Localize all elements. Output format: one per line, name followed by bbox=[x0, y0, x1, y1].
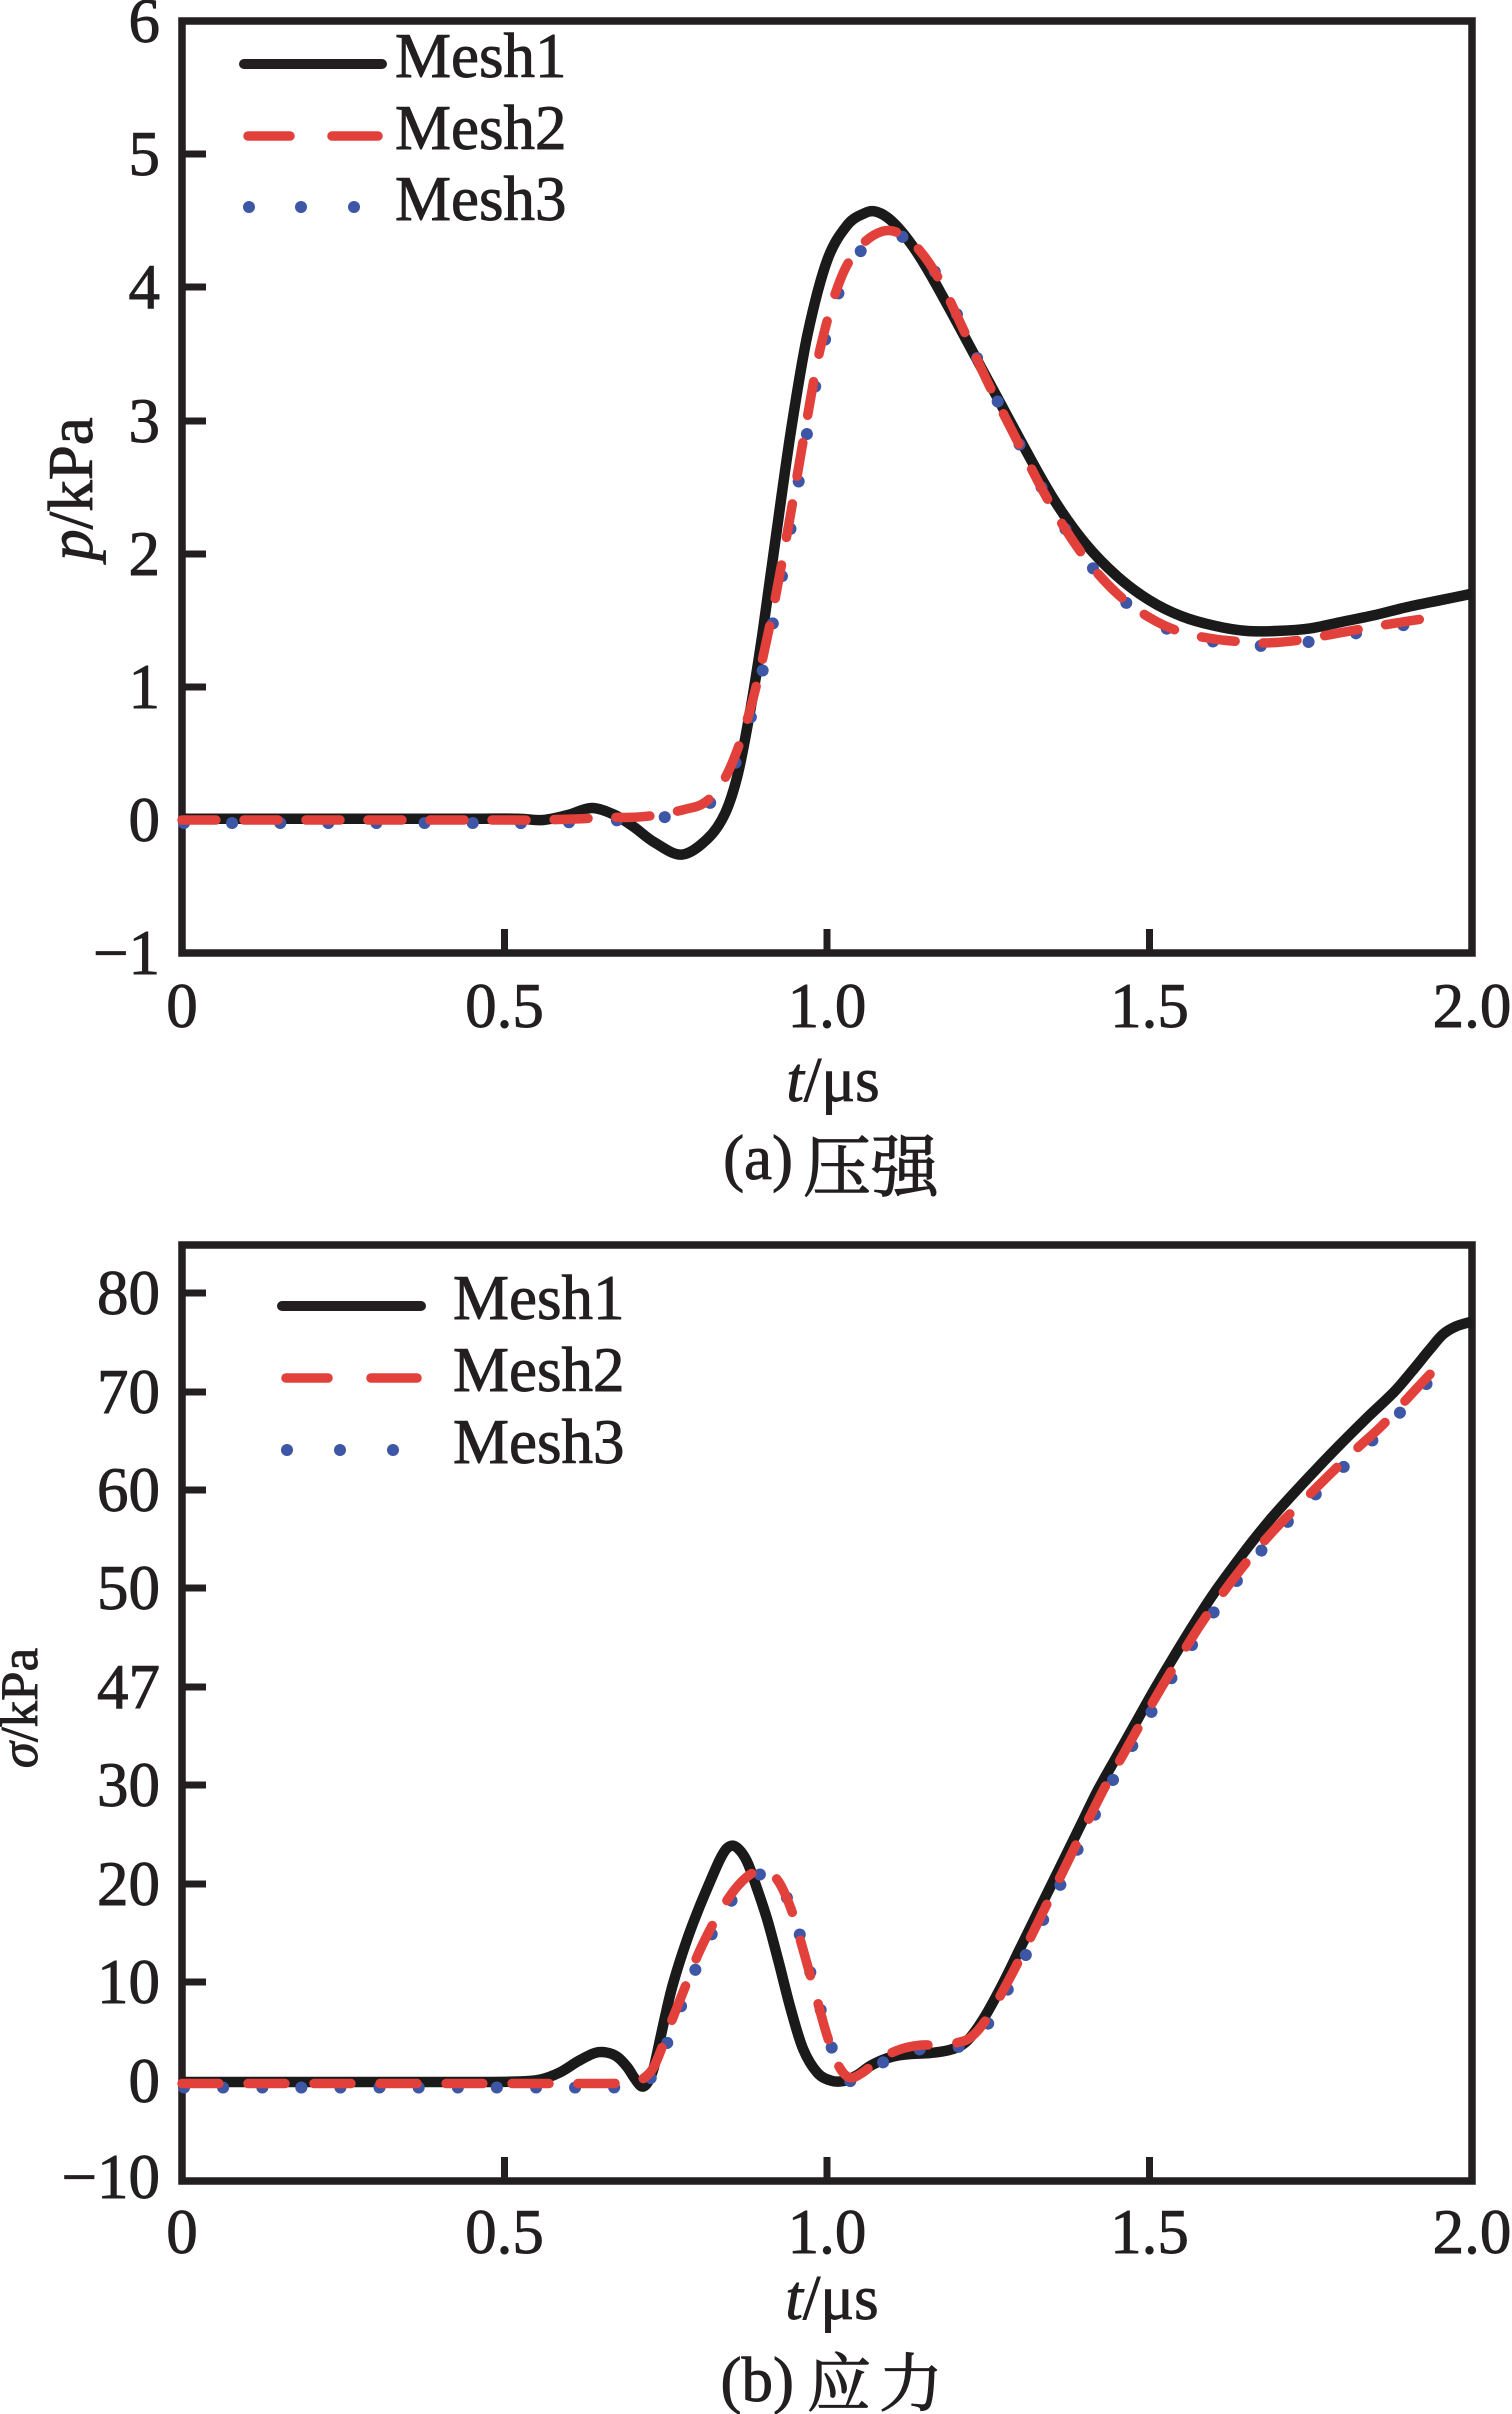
svg-text:σ/kPa: σ/kPa bbox=[0, 1648, 49, 1768]
svg-text:0.5: 0.5 bbox=[465, 971, 544, 1041]
svg-text:1.5: 1.5 bbox=[1110, 2197, 1189, 2267]
svg-text:2.0: 2.0 bbox=[1433, 2197, 1512, 2267]
svg-text:Mesh3: Mesh3 bbox=[395, 164, 567, 234]
svg-text:3: 3 bbox=[129, 386, 161, 456]
svg-text:Mesh2: Mesh2 bbox=[453, 1335, 625, 1405]
svg-text:4: 4 bbox=[129, 252, 161, 322]
svg-text:6: 6 bbox=[129, 0, 161, 56]
svg-text:2: 2 bbox=[129, 519, 161, 589]
svg-text:−1: −1 bbox=[93, 918, 160, 988]
svg-text:0: 0 bbox=[129, 785, 161, 855]
svg-text:p/kPa: p/kPa bbox=[36, 417, 106, 565]
svg-text:t/μs: t/μs bbox=[785, 2263, 878, 2333]
svg-text:10: 10 bbox=[97, 1947, 160, 2017]
svg-text:50: 50 bbox=[97, 1553, 160, 1623]
svg-text:0: 0 bbox=[129, 2046, 161, 2116]
svg-text:5: 5 bbox=[129, 119, 161, 189]
svg-text:(b): (b) bbox=[721, 2345, 794, 2414]
svg-text:80: 80 bbox=[97, 1258, 160, 1328]
svg-text:60: 60 bbox=[97, 1455, 160, 1525]
svg-text:Mesh3: Mesh3 bbox=[453, 1407, 625, 1477]
svg-text:20: 20 bbox=[97, 1849, 160, 1919]
svg-text:70: 70 bbox=[97, 1357, 160, 1427]
svg-text:1.0: 1.0 bbox=[788, 2197, 867, 2267]
svg-text:30: 30 bbox=[97, 1750, 160, 1820]
svg-text:Mesh2: Mesh2 bbox=[395, 93, 567, 163]
svg-text:1.5: 1.5 bbox=[1110, 971, 1189, 1041]
svg-text:47: 47 bbox=[97, 1652, 160, 1722]
svg-text:1.0: 1.0 bbox=[788, 971, 867, 1041]
svg-text:0.5: 0.5 bbox=[465, 2197, 544, 2267]
svg-text:2.0: 2.0 bbox=[1433, 971, 1512, 1041]
svg-text:Mesh1: Mesh1 bbox=[395, 21, 567, 91]
svg-text:(a): (a) bbox=[723, 1123, 793, 1193]
svg-text:0: 0 bbox=[166, 971, 198, 1041]
svg-text:1: 1 bbox=[129, 652, 161, 722]
svg-text:t/μs: t/μs bbox=[786, 1045, 879, 1115]
svg-text:−10: −10 bbox=[61, 2142, 160, 2212]
svg-text:Mesh1: Mesh1 bbox=[453, 1263, 625, 1333]
svg-text:0: 0 bbox=[166, 2197, 198, 2267]
